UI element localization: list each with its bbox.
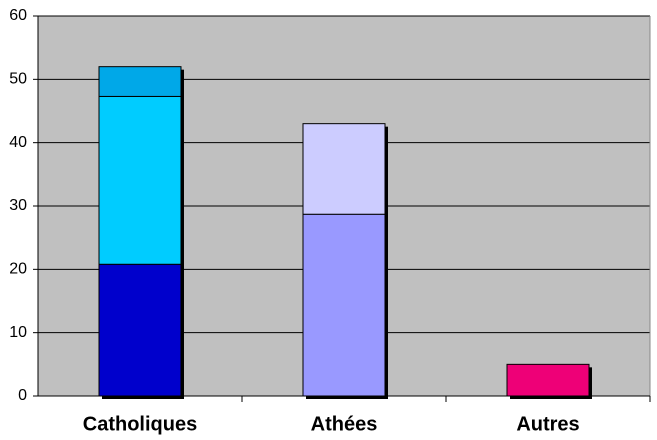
bar-segment: [98, 263, 182, 397]
y-tick-label: 20: [9, 261, 27, 278]
bar-segment: [98, 66, 182, 97]
y-tick-label: 30: [9, 197, 27, 214]
bar-segment: [302, 213, 386, 397]
bar-segment: [302, 123, 386, 215]
y-tick-label: 0: [18, 387, 27, 404]
y-tick-label: 60: [9, 7, 27, 24]
bar-segment: [506, 363, 590, 397]
x-tick-label: Autres: [516, 413, 579, 435]
y-tick-label: 10: [9, 324, 27, 341]
x-tick-label: Catholiques: [83, 413, 197, 435]
x-tick-label: Athées: [311, 413, 378, 435]
bar-segment: [98, 95, 182, 265]
y-tick-label: 50: [9, 71, 27, 88]
y-tick-label: 40: [9, 134, 27, 151]
